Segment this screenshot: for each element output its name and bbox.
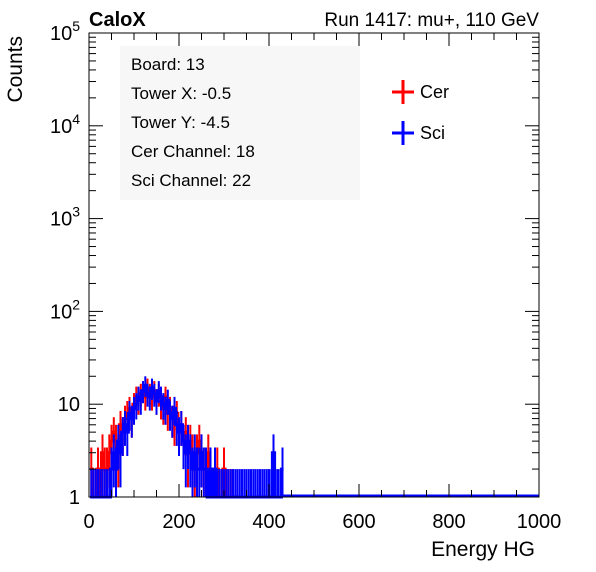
- x-tick-label: 0: [83, 511, 94, 533]
- y-tick-label: 102: [50, 296, 80, 323]
- y-axis-label: Counts: [4, 36, 27, 103]
- info-cer-channel: Cer Channel: 18: [131, 142, 255, 161]
- info-board: Board: 13: [131, 55, 205, 74]
- y-tick-label: 1: [69, 487, 80, 509]
- info-sci-channel: Sci Channel: 22: [131, 171, 251, 190]
- legend: Cer Sci: [392, 80, 449, 145]
- x-tick-label: 1000: [517, 511, 562, 533]
- y-tick-label: 104: [50, 111, 80, 138]
- experiment-label: CaloX: [89, 9, 146, 31]
- info-tower-x: Tower X: -0.5: [131, 84, 231, 103]
- y-tick-label: 105: [50, 18, 80, 45]
- axis-tick-labels: 0 200 400 600 800 1000 1 10 102 103 104 105: [50, 18, 561, 533]
- run-info-label: Run 1417: mu+, 110 GeV: [324, 10, 539, 31]
- x-tick-label: 200: [162, 511, 195, 533]
- x-tick-label: 800: [432, 511, 465, 533]
- info-box: [120, 46, 360, 200]
- y-tick-label: 103: [50, 204, 80, 231]
- y-tick-label: 10: [58, 394, 80, 416]
- axis-ticks: [88, 32, 540, 498]
- legend-marker-cer: [392, 80, 414, 104]
- series-sci: [90, 376, 284, 499]
- x-tick-label: 400: [252, 511, 285, 533]
- x-axis-label: Energy HG: [431, 538, 535, 561]
- data-layer: [90, 376, 539, 499]
- legend-label-cer: Cer: [420, 82, 449, 102]
- legend-label-sci: Sci: [420, 123, 445, 143]
- x-tick-label: 600: [342, 511, 375, 533]
- legend-marker-sci: [392, 121, 414, 145]
- info-tower-y: Tower Y: -4.5: [131, 113, 230, 132]
